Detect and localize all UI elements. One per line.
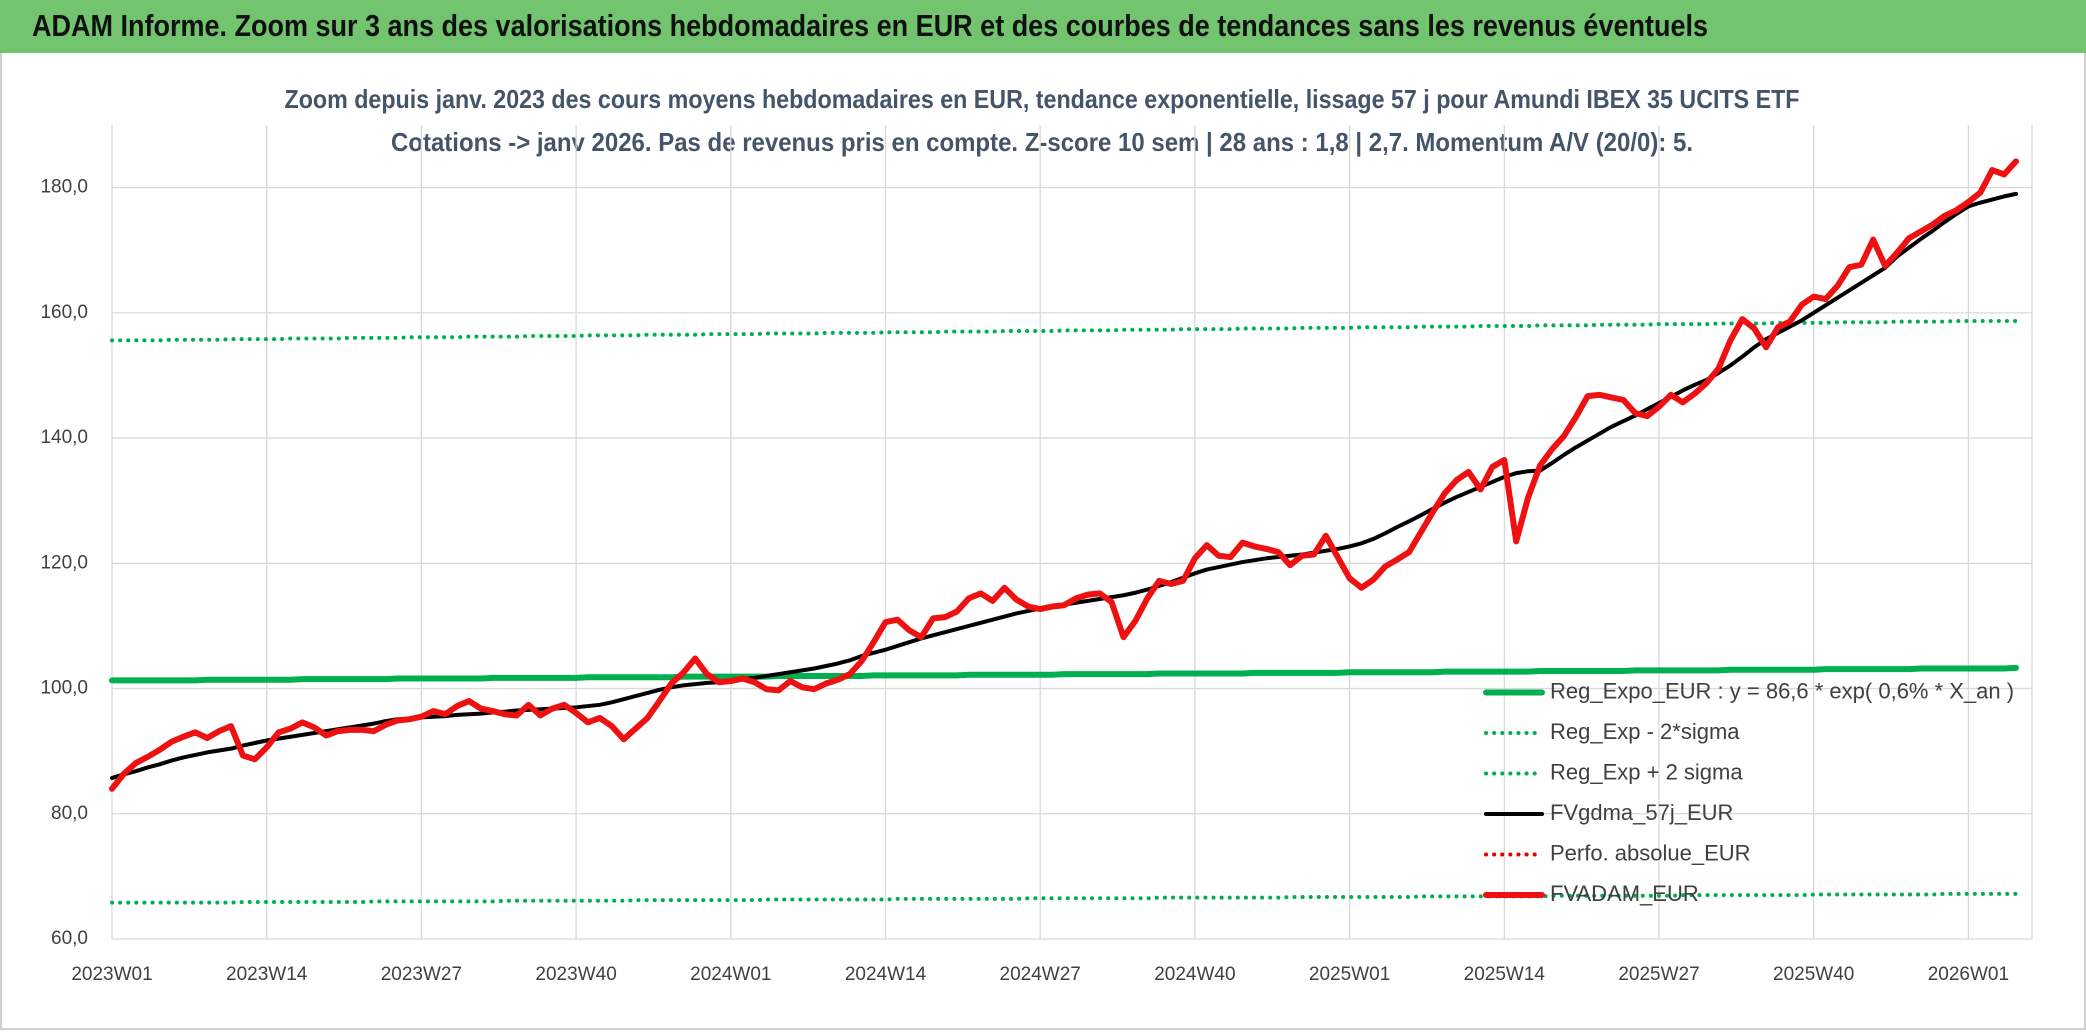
x-tick-label: 2024W27 [1000, 964, 1081, 985]
y-tick-label: 100,0 [40, 678, 88, 699]
y-tick-label: 180,0 [40, 177, 88, 198]
y-tick-label: 120,0 [40, 552, 88, 573]
x-tick-label: 2025W01 [1309, 964, 1390, 985]
legend-label: FVADAM_EUR [1550, 881, 1699, 906]
legend-label: Reg_Exp + 2 sigma [1550, 759, 1743, 784]
series-line [109, 664, 2019, 684]
y-tick-label: 140,0 [40, 427, 88, 448]
x-tick-label: 2024W01 [690, 964, 771, 985]
x-tick-label: 2026W01 [1928, 964, 2009, 985]
legend-label: Perfo. absolue_EUR [1550, 840, 1751, 865]
series-line [110, 318, 2018, 343]
y-tick-label: 160,0 [40, 302, 88, 323]
x-tick-label: 2023W27 [381, 964, 462, 985]
x-tick-label: 2025W40 [1773, 964, 1854, 985]
x-tick-label: 2024W14 [845, 964, 927, 985]
header-bar [0, 0, 2086, 53]
legend-label: FVgdma_57j_EUR [1550, 800, 1733, 825]
x-tick-label: 2023W01 [71, 964, 152, 985]
y-tick-label: 60,0 [51, 928, 88, 949]
x-tick-label: 2023W14 [226, 964, 308, 985]
series-line [109, 158, 2019, 792]
legend-label: Reg_Exp - 2*sigma [1550, 719, 1740, 744]
x-tick-label: 2025W14 [1464, 964, 1546, 985]
x-tick-label: 2023W40 [535, 964, 616, 985]
x-tick-label: 2024W40 [1154, 964, 1235, 985]
chart-subtitle: Cotations -> janv 2026. Pas de revenus p… [391, 127, 1693, 157]
series-line [110, 891, 2018, 905]
x-tick-label: 2025W27 [1618, 964, 1699, 985]
y-tick-label: 80,0 [51, 803, 88, 824]
legend-label: Reg_Expo_EUR : y = 86,6 * exp( 0,6% * X_… [1550, 678, 2014, 703]
chart-title: Zoom depuis janv. 2023 des cours moyens … [285, 84, 1800, 114]
header-title: ADAM Informe. Zoom sur 3 ans des valoris… [32, 8, 1708, 43]
